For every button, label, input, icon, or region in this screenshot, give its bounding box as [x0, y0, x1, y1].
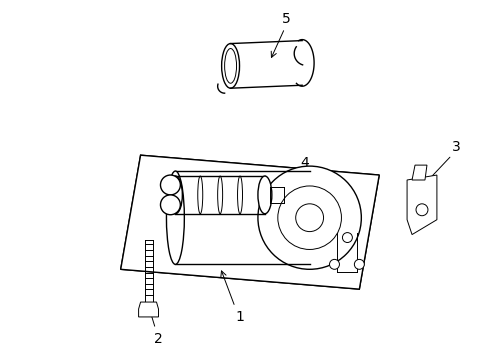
- Circle shape: [354, 260, 364, 269]
- Ellipse shape: [166, 171, 184, 264]
- Circle shape: [160, 175, 180, 195]
- Ellipse shape: [168, 176, 182, 214]
- Polygon shape: [406, 175, 436, 235]
- Ellipse shape: [221, 44, 239, 88]
- Text: 5: 5: [282, 12, 290, 26]
- Text: 2: 2: [154, 332, 163, 346]
- Text: 1: 1: [235, 310, 244, 324]
- Polygon shape: [138, 302, 158, 317]
- Circle shape: [329, 260, 339, 269]
- Circle shape: [277, 186, 341, 249]
- Text: 4: 4: [300, 156, 308, 170]
- Circle shape: [415, 204, 427, 216]
- Circle shape: [257, 166, 361, 269]
- Circle shape: [342, 233, 352, 243]
- Circle shape: [295, 204, 323, 231]
- Text: 3: 3: [451, 140, 460, 154]
- Ellipse shape: [257, 176, 271, 214]
- Polygon shape: [411, 165, 426, 180]
- Circle shape: [160, 195, 180, 215]
- Ellipse shape: [224, 49, 236, 83]
- Polygon shape: [121, 155, 379, 289]
- Polygon shape: [121, 155, 379, 289]
